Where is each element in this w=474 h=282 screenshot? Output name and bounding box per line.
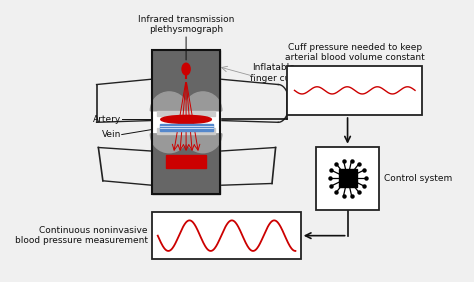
Bar [160,124,213,131]
Bar [152,111,220,134]
Bar [166,155,206,168]
Ellipse shape [182,63,190,75]
Wedge shape [150,92,188,111]
Bar [152,50,220,111]
Bar [152,50,220,194]
Text: Continuous noninvasive
blood pressure measurement: Continuous noninvasive blood pressure me… [15,226,148,245]
Wedge shape [184,134,222,153]
Bar [338,169,356,187]
Ellipse shape [161,115,211,124]
Text: Inflatable
finger cuff: Inflatable finger cuff [250,63,297,83]
Wedge shape [150,134,188,153]
Bar [157,128,215,134]
Text: Cuff pressure needed to keep
arterial blood volume constant: Cuff pressure needed to keep arterial bl… [285,43,425,62]
Text: Infrared transmission
plethysmograph: Infrared transmission plethysmograph [138,15,234,34]
Text: Control system: Control system [383,174,452,182]
Bar [287,66,422,115]
Text: Artery: Artery [92,115,121,124]
Wedge shape [184,92,222,111]
Bar [152,212,301,259]
Bar [157,111,215,116]
Bar [316,147,379,210]
Text: Vein: Vein [101,130,121,139]
Bar [152,134,220,194]
